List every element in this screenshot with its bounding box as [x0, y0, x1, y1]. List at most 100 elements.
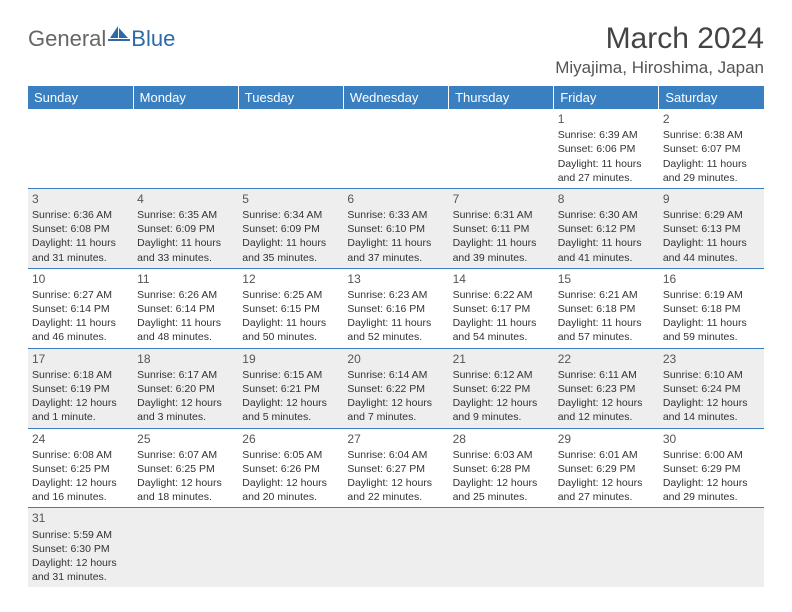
calendar-day: 13Sunrise: 6:23 AMSunset: 6:16 PMDayligh…	[343, 268, 448, 348]
day-number: 27	[347, 431, 444, 447]
daylight-text: Daylight: 11 hours and 31 minutes.	[32, 236, 129, 264]
sunrise-text: Sunrise: 6:39 AM	[558, 128, 655, 142]
daylight-text: Daylight: 11 hours and 59 minutes.	[663, 316, 760, 344]
sunset-text: Sunset: 6:19 PM	[32, 382, 129, 396]
calendar-empty	[449, 508, 554, 587]
sunrise-text: Sunrise: 6:18 AM	[32, 368, 129, 382]
calendar-day: 19Sunrise: 6:15 AMSunset: 6:21 PMDayligh…	[238, 348, 343, 428]
location-subtitle: Miyajima, Hiroshima, Japan	[555, 58, 764, 78]
sunset-text: Sunset: 6:16 PM	[347, 302, 444, 316]
sunset-text: Sunset: 6:17 PM	[453, 302, 550, 316]
calendar-day: 23Sunrise: 6:10 AMSunset: 6:24 PMDayligh…	[659, 348, 764, 428]
sunset-text: Sunset: 6:27 PM	[347, 462, 444, 476]
calendar-week: 24Sunrise: 6:08 AMSunset: 6:25 PMDayligh…	[28, 428, 764, 508]
sunset-text: Sunset: 6:21 PM	[242, 382, 339, 396]
day-number: 1	[558, 111, 655, 127]
calendar-empty	[343, 508, 448, 587]
daylight-text: Daylight: 12 hours and 22 minutes.	[347, 476, 444, 504]
sunset-text: Sunset: 6:15 PM	[242, 302, 339, 316]
title-block: March 2024 Miyajima, Hiroshima, Japan	[555, 22, 764, 78]
daylight-text: Daylight: 12 hours and 31 minutes.	[32, 556, 129, 584]
day-header: Wednesday	[343, 86, 448, 109]
sunset-text: Sunset: 6:23 PM	[558, 382, 655, 396]
daylight-text: Daylight: 12 hours and 1 minute.	[32, 396, 129, 424]
calendar-day: 26Sunrise: 6:05 AMSunset: 6:26 PMDayligh…	[238, 428, 343, 508]
day-number: 24	[32, 431, 129, 447]
sunrise-text: Sunrise: 6:33 AM	[347, 208, 444, 222]
calendar-day: 30Sunrise: 6:00 AMSunset: 6:29 PMDayligh…	[659, 428, 764, 508]
sunrise-text: Sunrise: 6:11 AM	[558, 368, 655, 382]
day-number: 12	[242, 271, 339, 287]
day-number: 7	[453, 191, 550, 207]
logo-text-2: Blue	[131, 26, 175, 52]
daylight-text: Daylight: 12 hours and 12 minutes.	[558, 396, 655, 424]
daylight-text: Daylight: 11 hours and 57 minutes.	[558, 316, 655, 344]
calendar-day: 8Sunrise: 6:30 AMSunset: 6:12 PMDaylight…	[554, 188, 659, 268]
logo: General Blue	[28, 26, 175, 52]
day-number: 8	[558, 191, 655, 207]
sunset-text: Sunset: 6:06 PM	[558, 142, 655, 156]
calendar-week: 3Sunrise: 6:36 AMSunset: 6:08 PMDaylight…	[28, 188, 764, 268]
sunrise-text: Sunrise: 6:19 AM	[663, 288, 760, 302]
sunset-text: Sunset: 6:28 PM	[453, 462, 550, 476]
sunrise-text: Sunrise: 6:03 AM	[453, 448, 550, 462]
sunrise-text: Sunrise: 6:12 AM	[453, 368, 550, 382]
day-header: Friday	[554, 86, 659, 109]
day-header: Sunday	[28, 86, 133, 109]
sunrise-text: Sunrise: 6:10 AM	[663, 368, 760, 382]
calendar-day: 20Sunrise: 6:14 AMSunset: 6:22 PMDayligh…	[343, 348, 448, 428]
daylight-text: Daylight: 11 hours and 46 minutes.	[32, 316, 129, 344]
calendar-week: 17Sunrise: 6:18 AMSunset: 6:19 PMDayligh…	[28, 348, 764, 428]
daylight-text: Daylight: 11 hours and 54 minutes.	[453, 316, 550, 344]
sunset-text: Sunset: 6:26 PM	[242, 462, 339, 476]
daylight-text: Daylight: 12 hours and 27 minutes.	[558, 476, 655, 504]
sunrise-text: Sunrise: 6:35 AM	[137, 208, 234, 222]
day-number: 25	[137, 431, 234, 447]
day-header: Monday	[133, 86, 238, 109]
day-number: 11	[137, 271, 234, 287]
sunrise-text: Sunrise: 6:25 AM	[242, 288, 339, 302]
calendar-body: 1Sunrise: 6:39 AMSunset: 6:06 PM Daylight…	[28, 109, 764, 587]
daylight-text: Daylight: 11 hours and 50 minutes.	[242, 316, 339, 344]
day-number: 6	[347, 191, 444, 207]
day-header: Thursday	[449, 86, 554, 109]
calendar-empty	[133, 508, 238, 587]
sunset-text: Sunset: 6:11 PM	[453, 222, 550, 236]
day-number: 10	[32, 271, 129, 287]
sunset-text: Sunset: 6:14 PM	[137, 302, 234, 316]
calendar-day: 28Sunrise: 6:03 AMSunset: 6:28 PMDayligh…	[449, 428, 554, 508]
sunset-text: Sunset: 6:08 PM	[32, 222, 129, 236]
day-number: 3	[32, 191, 129, 207]
sunrise-text: Sunrise: 6:27 AM	[32, 288, 129, 302]
calendar-empty	[133, 109, 238, 188]
sunset-text: Sunset: 6:14 PM	[32, 302, 129, 316]
calendar-empty	[554, 508, 659, 587]
sunrise-text: Sunrise: 6:17 AM	[137, 368, 234, 382]
sunset-text: Sunset: 6:07 PM	[663, 142, 760, 156]
calendar-day: 12Sunrise: 6:25 AMSunset: 6:15 PMDayligh…	[238, 268, 343, 348]
sunrise-text: Sunrise: 6:01 AM	[558, 448, 655, 462]
day-number: 29	[558, 431, 655, 447]
daylight-text: Daylight: 12 hours and 25 minutes.	[453, 476, 550, 504]
calendar-day: 14Sunrise: 6:22 AMSunset: 6:17 PMDayligh…	[449, 268, 554, 348]
daylight-text: Daylight: 12 hours and 18 minutes.	[137, 476, 234, 504]
calendar-empty	[238, 109, 343, 188]
sunset-text: Sunset: 6:22 PM	[453, 382, 550, 396]
sunset-text: Sunset: 6:18 PM	[663, 302, 760, 316]
sunrise-text: Sunrise: 6:22 AM	[453, 288, 550, 302]
day-number: 26	[242, 431, 339, 447]
sunrise-text: Sunrise: 6:04 AM	[347, 448, 444, 462]
calendar-day: 4Sunrise: 6:35 AMSunset: 6:09 PMDaylight…	[133, 188, 238, 268]
sunrise-text: Sunrise: 6:38 AM	[663, 128, 760, 142]
sunrise-text: Sunrise: 6:31 AM	[453, 208, 550, 222]
daylight-text: Daylight: 12 hours and 29 minutes.	[663, 476, 760, 504]
calendar-day: 2Sunrise: 6:38 AMSunset: 6:07 PMDaylight…	[659, 109, 764, 188]
daylight-text: Daylight: 12 hours and 14 minutes.	[663, 396, 760, 424]
calendar-day: 11Sunrise: 6:26 AMSunset: 6:14 PMDayligh…	[133, 268, 238, 348]
day-number: 15	[558, 271, 655, 287]
calendar-day: 18Sunrise: 6:17 AMSunset: 6:20 PMDayligh…	[133, 348, 238, 428]
calendar-empty	[238, 508, 343, 587]
page-header: General Blue March 2024 Miyajima, Hirosh…	[28, 22, 764, 78]
sunset-text: Sunset: 6:24 PM	[663, 382, 760, 396]
calendar-day: 17Sunrise: 6:18 AMSunset: 6:19 PMDayligh…	[28, 348, 133, 428]
